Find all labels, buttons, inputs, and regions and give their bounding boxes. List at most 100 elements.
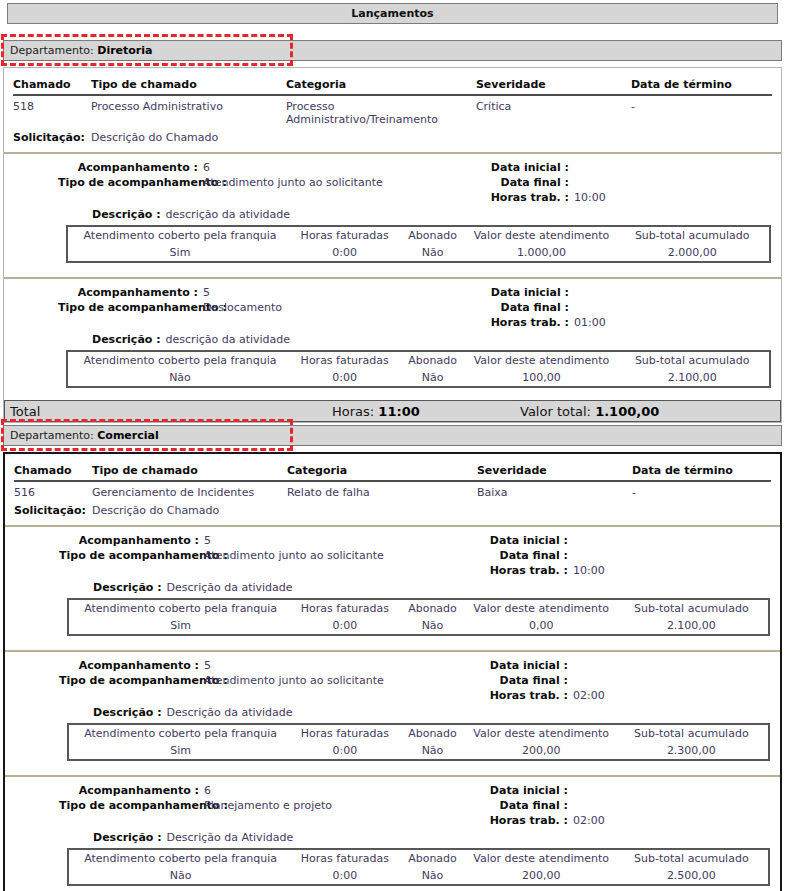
col-horas-faturadas: Horas faturadas <box>292 724 397 742</box>
data-inicial-value <box>568 533 780 548</box>
atendimento-table: Atendimento coberto pela franquia Horas … <box>67 598 770 636</box>
descricao-value: descrição da atividade <box>161 208 291 221</box>
acompanhamento-left: Acompanhamento : 5 Tipo de acompanhament… <box>59 658 384 703</box>
acompanhamento-right: Data inicial : Data final : Horas trab. … <box>443 160 781 205</box>
horas-trab-label: Horas trab. : <box>443 315 569 330</box>
data-inicial-label: Data inicial : <box>442 783 568 798</box>
acompanhamento-number: 5 <box>199 533 384 548</box>
atendimento-table: Atendimento coberto pela franquia Horas … <box>66 350 771 388</box>
chamado-data-termino: - <box>632 481 771 500</box>
horas-faturadas-value: 0:00 <box>292 617 397 635</box>
col-header-categoria: Categoria <box>287 462 477 481</box>
coberto-value: Sim <box>68 617 292 635</box>
col-coberto-franquia: Atendimento coberto pela franquia <box>67 351 292 369</box>
acompanhamento-number: 6 <box>198 160 383 175</box>
data-inicial-value <box>568 783 780 798</box>
chamado-id: 518 <box>13 95 91 127</box>
col-horas-faturadas: Horas faturadas <box>292 226 397 244</box>
data-final-label: Data final : <box>443 300 569 315</box>
tipo-acompanhamento-value: Deslocamento <box>198 300 282 315</box>
atendimento-table: Atendimento coberto pela franquia Horas … <box>67 723 770 761</box>
solicitacao-row: Solicitação: Descrição do Chamado <box>13 127 772 145</box>
total-hours: Horas: 11:00 <box>332 404 520 419</box>
horas-trab-label: Horas trab. : <box>443 190 569 205</box>
atendimento-value-row: Sim 0:00 Não 200,00 2.300,00 <box>68 742 769 760</box>
acompanhamento-top: Acompanhamento : 5 Tipo de acompanhament… <box>5 533 780 578</box>
col-header-categoria: Categoria <box>286 76 476 95</box>
department-header-bar: Departamento: Comercial <box>3 425 782 446</box>
acompanhamento-left: Acompanhamento : 6 Tipo de acompanhament… <box>59 783 332 828</box>
acompanhamento-left: Acompanhamento : 5 Tipo de acompanhament… <box>58 285 282 330</box>
horas-faturadas-value: 0:00 <box>292 742 397 760</box>
chamado-categoria: Processo Administrativo/Treinamento <box>286 95 476 127</box>
abonado-value: Não <box>397 369 467 387</box>
tipo-acompanhamento-label: Tipo de acompanhamento : <box>58 300 198 315</box>
total-value-label: Valor total: <box>520 404 591 419</box>
col-valor-atendimento: Valor deste atendimento <box>468 226 616 244</box>
sections-container: Departamento: Diretoria Chamado Tipo de … <box>0 40 785 891</box>
coberto-value: Sim <box>68 742 292 760</box>
acompanhamento-block: Acompanhamento : 6 Tipo de acompanhament… <box>4 152 781 270</box>
acompanhamento-block: Acompanhamento : 5 Tipo de acompanhament… <box>4 277 781 395</box>
chamado-row: 516 Gerenciamento de Incidentes Relato d… <box>14 481 771 500</box>
department-section: Departamento: Diretoria Chamado Tipo de … <box>3 40 782 423</box>
acompanhamento-label: Acompanhamento : <box>59 658 199 673</box>
col-abonado: Abonado <box>397 724 467 742</box>
col-subtotal-acumulado: Sub-total acumulado <box>615 226 770 244</box>
horas-faturadas-value: 0:00 <box>292 369 397 387</box>
tipo-acompanhamento-value: Planejamento e projeto <box>199 798 332 813</box>
col-abonado: Abonado <box>397 226 467 244</box>
data-final-label: Data final : <box>442 548 568 563</box>
chamado-table: Chamado Tipo de chamado Categoria Severi… <box>14 462 771 518</box>
chamado-header-row: Chamado Tipo de chamado Categoria Severi… <box>13 76 772 95</box>
coberto-value: Sim <box>67 244 292 262</box>
chamado-categoria: Relato de falha <box>287 481 477 500</box>
horas-trab-value: 10:00 <box>569 190 781 205</box>
acompanhamento-top: Acompanhamento : 5 Tipo de acompanhament… <box>4 285 781 330</box>
col-header-tipo: Tipo de chamado <box>91 76 286 95</box>
data-inicial-value <box>569 160 781 175</box>
tipo-acompanhamento-label: Tipo de acompanhamento : <box>58 175 198 190</box>
acompanhamento-block: Acompanhamento : 6 Tipo de acompanhament… <box>5 775 780 891</box>
coberto-value: Não <box>68 867 292 885</box>
horas-trab-value: 02:00 <box>568 813 780 828</box>
col-abonado: Abonado <box>397 849 467 867</box>
valor-atendimento-value: 200,00 <box>468 742 615 760</box>
tipo-acompanhamento-label: Tipo de acompanhamento : <box>59 798 199 813</box>
valor-atendimento-value: 0,00 <box>468 617 615 635</box>
col-coberto-franquia: Atendimento coberto pela franquia <box>68 599 292 617</box>
horas-trab-label: Horas trab. : <box>442 688 568 703</box>
data-final-value <box>568 548 780 563</box>
data-final-value <box>568 798 780 813</box>
acompanhamento-right: Data inicial : Data final : Horas trab. … <box>442 658 780 703</box>
acompanhamento-left: Acompanhamento : 6 Tipo de acompanhament… <box>58 160 383 205</box>
col-header-data-termino: Data de término <box>631 76 772 95</box>
report-title-bar: Lançamentos <box>7 3 778 24</box>
data-final-label: Data final : <box>443 175 569 190</box>
solicitacao-value: Descrição do Chamado <box>91 127 772 145</box>
descricao-label: Descrição : <box>93 831 162 844</box>
data-inicial-value <box>569 285 781 300</box>
data-final-value <box>569 300 781 315</box>
horas-trab-label: Horas trab. : <box>442 563 568 578</box>
total-bar: Total Horas: 11:00 Valor total: 1.100,00 <box>4 400 781 422</box>
acompanhamento-right: Data inicial : Data final : Horas trab. … <box>442 533 780 578</box>
valor-atendimento-value: 100,00 <box>468 369 616 387</box>
solicitacao-value: Descrição do Chamado <box>92 500 771 518</box>
col-horas-faturadas: Horas faturadas <box>292 351 397 369</box>
tipo-acompanhamento-label: Tipo de acompanhamento : <box>59 673 199 688</box>
col-valor-atendimento: Valor deste atendimento <box>468 599 615 617</box>
acompanhamento-label: Acompanhamento : <box>59 783 199 798</box>
subtotal-value: 2.100,00 <box>615 369 770 387</box>
descricao-value: Descrição da atividade <box>162 581 293 594</box>
total-hours-label: Horas: <box>332 404 374 419</box>
col-subtotal-acumulado: Sub-total acumulado <box>615 849 769 867</box>
solicitacao-row: Solicitação: Descrição do Chamado <box>14 500 771 518</box>
section-body: Chamado Tipo de chamado Categoria Severi… <box>3 67 782 423</box>
data-inicial-label: Data inicial : <box>442 658 568 673</box>
acompanhamento-label: Acompanhamento : <box>58 160 198 175</box>
tipo-acompanhamento-value: Atendimento junto ao solicitante <box>199 673 384 688</box>
department-section: Departamento: Comercial Chamado Tipo de … <box>3 425 782 891</box>
atendimento-value-row: Sim 0:00 Não 0,00 2.100,00 <box>68 617 769 635</box>
data-inicial-value <box>568 658 780 673</box>
